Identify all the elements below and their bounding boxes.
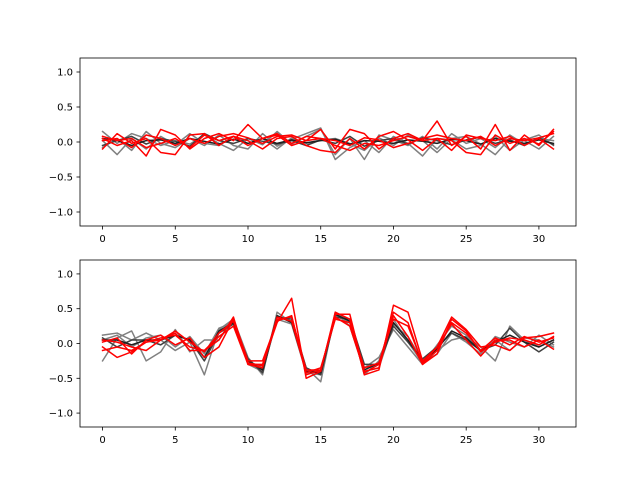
y-tick-label: 0.0 [57,339,73,350]
y-tick-label: 1.0 [57,68,73,79]
subplot-top: 0 5 10 15 20 25 30 −1.0 −0.5 0.0 0.5 1.0 [49,57,577,245]
series-group [101,297,555,383]
x-tick-label: 5 [172,234,178,245]
x-tick-label: 10 [242,435,255,446]
y-tick-label: 0.5 [57,304,73,315]
x-tick-label: 20 [387,435,400,446]
x-tick-label: 10 [242,234,255,245]
x-tick-label: 15 [314,435,327,446]
x-tick-label: 15 [314,234,327,245]
y-tick-label: 0.0 [57,138,73,149]
x-tick-label: 25 [460,435,473,446]
x-tick-label: 25 [460,234,473,245]
series-line-8 [101,314,555,373]
series-line-7 [101,132,555,152]
x-tick-label: 5 [172,435,178,446]
y-tick-label: 0.5 [57,103,73,114]
x-tick-label: 0 [99,234,105,245]
subplot-bottom: 0 5 10 15 20 25 30 −1.0 −0.5 0.0 0.5 1.0 [49,259,577,446]
series-line-8 [101,132,555,149]
y-tick-label: 1.0 [57,269,73,280]
y-tick-label: −1.0 [49,208,73,219]
x-tick-label: 30 [533,234,546,245]
y-tick-label: −0.5 [49,173,73,184]
series-group [101,120,555,161]
x-tick-label: 0 [99,435,105,446]
x-tick-label: 30 [533,435,546,446]
series-line-6 [101,130,555,156]
x-tick-label: 20 [387,234,400,245]
y-tick-label: −0.5 [49,374,73,385]
y-tick-label: −1.0 [49,409,73,420]
